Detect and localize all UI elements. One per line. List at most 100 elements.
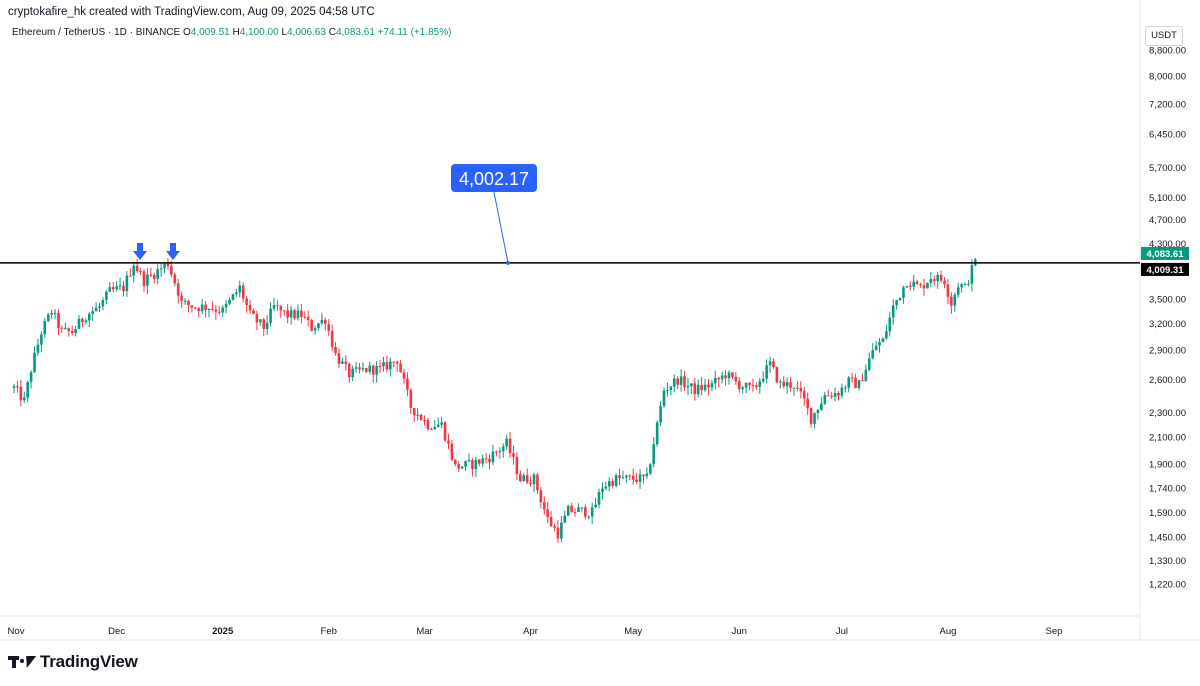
price-label-text: 4,083.61	[1147, 249, 1185, 260]
candle-body	[683, 376, 686, 388]
candle-body	[430, 429, 433, 431]
candle-body	[584, 507, 587, 517]
candle-body	[46, 314, 50, 321]
candle-body	[850, 377, 854, 379]
candle-body	[566, 505, 570, 516]
currency-button[interactable]: USDT	[1145, 26, 1183, 46]
candle-body	[785, 382, 789, 387]
x-tick-label: Sep	[1046, 626, 1063, 637]
candle-body	[368, 365, 372, 372]
candle-body	[898, 297, 902, 301]
candle-body	[830, 395, 833, 397]
candle-body	[864, 369, 868, 382]
candle-body	[166, 263, 170, 267]
candle-body	[669, 386, 673, 391]
low-value: 4,006.63	[287, 27, 326, 38]
candle-body	[245, 298, 248, 305]
candle-body	[224, 303, 228, 308]
candle-body	[204, 304, 207, 311]
candle-body	[676, 378, 679, 385]
candle-body	[412, 408, 416, 416]
candle-body	[628, 475, 632, 477]
attribution-text: cryptokafire_hk created with TradingView…	[8, 6, 375, 18]
candle-body	[317, 323, 320, 329]
candle-body	[57, 312, 60, 328]
candle-body	[844, 387, 847, 389]
candle-body	[505, 438, 508, 447]
candle-body	[707, 384, 710, 388]
price-label-box	[1141, 246, 1189, 260]
candle-body	[577, 507, 580, 513]
candle-body	[163, 263, 166, 269]
candle-body	[642, 474, 645, 477]
callout-pointer	[493, 191, 509, 263]
brand-name: TradingView	[40, 652, 138, 671]
candle-body	[532, 474, 536, 485]
candle-body	[351, 368, 354, 378]
y-tick-label: 3,200.00	[1149, 319, 1186, 330]
candle-body	[847, 377, 851, 388]
candle-body	[539, 490, 543, 503]
candle-body	[262, 319, 266, 329]
candle-body	[33, 352, 36, 373]
candle-body	[77, 318, 81, 329]
candle-body	[519, 474, 522, 482]
candle-body	[765, 365, 768, 379]
y-tick-label: 1,330.00	[1149, 556, 1186, 567]
candle-body	[70, 330, 74, 334]
candle-body	[580, 507, 584, 509]
candle-body	[443, 422, 447, 441]
candle-body	[53, 312, 57, 314]
candle-body	[26, 382, 29, 398]
candle-body	[645, 473, 649, 477]
x-tick-label: Apr	[523, 626, 538, 637]
candle-body	[149, 274, 153, 276]
candle-body	[874, 345, 878, 351]
candle-body	[19, 386, 23, 401]
candle-body	[464, 461, 467, 467]
candle-body	[909, 285, 912, 287]
y-tick-label: 1,900.00	[1149, 460, 1186, 471]
candle-body	[477, 459, 481, 464]
candle-body	[306, 317, 310, 320]
candle-body	[337, 353, 341, 364]
candle-body	[40, 334, 43, 345]
candle-body	[293, 310, 296, 319]
candle-body	[481, 458, 484, 464]
candle-body	[395, 361, 399, 364]
candle-body	[433, 426, 437, 430]
candle-body	[344, 361, 348, 365]
candle-body	[922, 285, 926, 289]
x-tick-label: Mar	[416, 626, 432, 637]
candle-body	[118, 285, 122, 287]
candle-body	[217, 311, 221, 313]
candle-body	[878, 342, 881, 346]
change-value: +74.11 (+1.85%)	[377, 27, 452, 38]
candle-body	[700, 384, 703, 391]
y-tick-label: 1,220.00	[1149, 579, 1186, 590]
candle-body	[813, 412, 816, 424]
candle-body	[594, 504, 597, 508]
candle-body	[467, 460, 471, 462]
candle-body	[29, 372, 33, 383]
candle-body	[820, 403, 823, 410]
candle-body	[782, 381, 786, 387]
candle-body	[956, 287, 960, 295]
callout-box	[451, 164, 537, 192]
candle-body	[399, 363, 402, 373]
candle-body	[60, 327, 64, 329]
candle-body	[235, 292, 238, 295]
candle-body	[761, 378, 765, 382]
candle-body	[43, 320, 47, 335]
candle-body	[354, 367, 358, 369]
candle-body	[382, 362, 385, 367]
candle-body	[950, 296, 953, 306]
candle-body	[320, 319, 324, 324]
candle-body	[881, 338, 885, 343]
candle-body	[12, 386, 16, 388]
candle-body	[276, 305, 279, 307]
candle-body	[495, 451, 498, 453]
candle-body	[943, 280, 946, 285]
symbol-name: Ethereum / TetherUS · 1D · BINANCE	[12, 27, 181, 38]
